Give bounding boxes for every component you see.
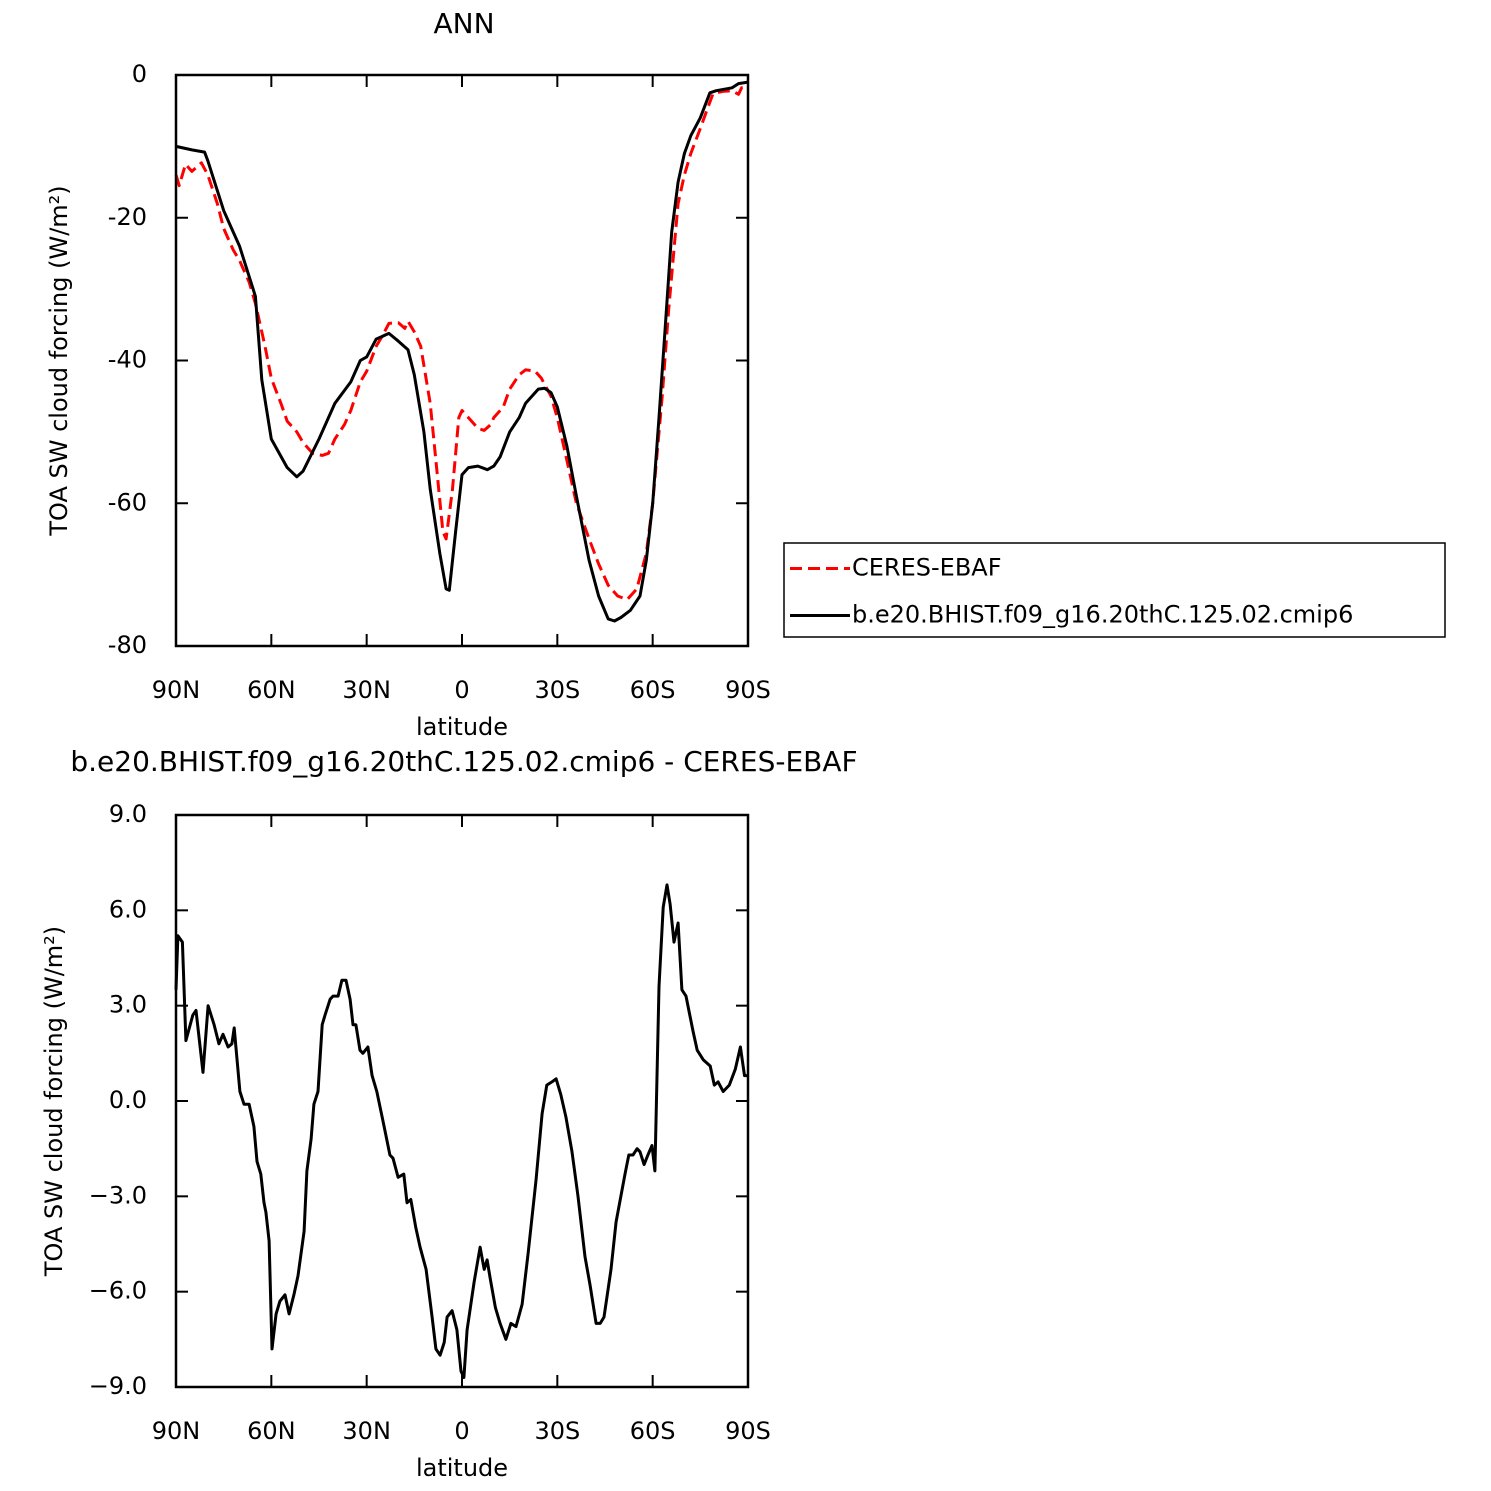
y-tick-label: 0.0 bbox=[109, 1086, 147, 1114]
x-axis-label: latitude bbox=[416, 713, 508, 741]
plot-frame bbox=[174, 73, 750, 648]
legend-box bbox=[783, 542, 1446, 638]
x-tick-label: 30S bbox=[534, 676, 580, 704]
y-tick-label: 3.0 bbox=[109, 991, 147, 1019]
plot-frame bbox=[174, 813, 750, 1389]
y-tick-label: 9.0 bbox=[109, 800, 147, 828]
y-tick-label: -80 bbox=[108, 631, 147, 659]
y-tick-label: 6.0 bbox=[109, 895, 147, 923]
chart-title: ANN bbox=[433, 7, 494, 40]
x-tick-label: 90S bbox=[725, 1417, 771, 1445]
data-line bbox=[174, 85, 749, 602]
chart-title: b.e20.BHIST.f09_g16.20thC.125.02.cmip6 -… bbox=[70, 745, 857, 778]
x-tick-label: 60S bbox=[630, 1417, 676, 1445]
x-tick-label: 0 bbox=[454, 676, 469, 704]
y-tick-label: -60 bbox=[108, 488, 147, 516]
x-tick-label: 0 bbox=[454, 1417, 469, 1445]
y-axis-label: TOA SW cloud forcing (W/m²) bbox=[45, 185, 73, 536]
x-tick-label: 60S bbox=[630, 676, 676, 704]
x-tick-label: 90N bbox=[152, 1417, 201, 1445]
legend-label: CERES-EBAF bbox=[852, 554, 1002, 582]
legend-label: b.e20.BHIST.f09_g16.20thC.125.02.cmip6 bbox=[852, 601, 1353, 629]
y-tick-label: −6.0 bbox=[89, 1277, 147, 1305]
data-line bbox=[175, 80, 749, 623]
x-tick-label: 30S bbox=[534, 1417, 580, 1445]
data-line bbox=[174, 883, 748, 1379]
x-tick-label: 90S bbox=[725, 676, 771, 704]
x-tick-label: 30N bbox=[342, 1417, 391, 1445]
x-tick-label: 30N bbox=[342, 676, 391, 704]
x-axis-label: latitude bbox=[416, 1454, 508, 1482]
x-tick-label: 60N bbox=[247, 676, 296, 704]
x-tick-label: 90N bbox=[152, 676, 201, 704]
y-axis-label: TOA SW cloud forcing (W/m²) bbox=[40, 926, 68, 1277]
y-tick-label: −9.0 bbox=[89, 1372, 147, 1400]
y-tick-label: -20 bbox=[108, 203, 147, 231]
y-tick-label: -40 bbox=[108, 346, 147, 374]
y-tick-label: 0 bbox=[132, 60, 147, 88]
y-tick-label: −3.0 bbox=[89, 1181, 147, 1209]
x-tick-label: 60N bbox=[247, 1417, 296, 1445]
